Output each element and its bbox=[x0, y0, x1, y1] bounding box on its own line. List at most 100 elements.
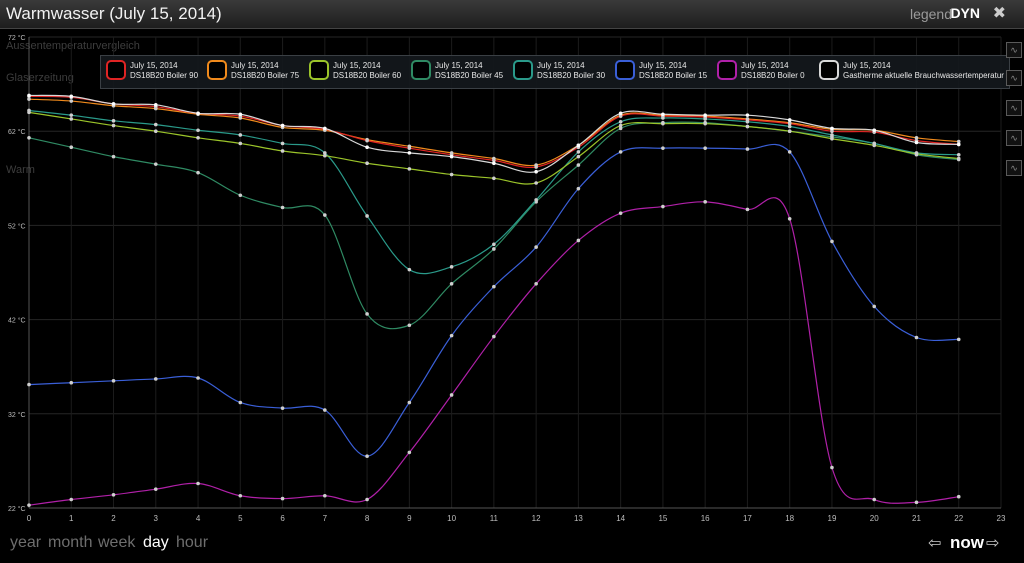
data-point[interactable] bbox=[280, 123, 285, 128]
data-point[interactable] bbox=[745, 207, 750, 212]
range-tab-day[interactable]: day bbox=[143, 534, 169, 551]
data-point[interactable] bbox=[956, 337, 961, 342]
data-point[interactable] bbox=[576, 163, 581, 167]
data-point[interactable] bbox=[238, 133, 243, 137]
data-point[interactable] bbox=[830, 133, 834, 137]
data-point[interactable] bbox=[745, 118, 750, 122]
data-point[interactable] bbox=[830, 129, 834, 133]
data-point[interactable] bbox=[956, 152, 961, 157]
data-point[interactable] bbox=[914, 335, 919, 340]
data-point[interactable] bbox=[534, 282, 538, 286]
data-point[interactable] bbox=[492, 284, 496, 289]
data-point[interactable] bbox=[914, 500, 919, 505]
data-point[interactable] bbox=[27, 97, 31, 101]
data-point[interactable] bbox=[407, 151, 412, 155]
data-point[interactable] bbox=[576, 154, 581, 159]
data-point[interactable] bbox=[111, 102, 116, 106]
data-point[interactable] bbox=[492, 158, 496, 163]
data-point[interactable] bbox=[449, 393, 454, 397]
data-point[interactable] bbox=[111, 154, 116, 159]
data-point[interactable] bbox=[576, 150, 581, 154]
data-point[interactable] bbox=[787, 217, 792, 221]
data-point[interactable] bbox=[323, 213, 327, 217]
data-point[interactable] bbox=[703, 121, 707, 126]
data-point[interactable] bbox=[534, 181, 538, 185]
data-point[interactable] bbox=[830, 239, 834, 244]
data-point[interactable] bbox=[69, 113, 74, 117]
data-point[interactable] bbox=[238, 141, 243, 146]
data-point[interactable] bbox=[576, 143, 581, 148]
data-point[interactable] bbox=[365, 161, 369, 166]
range-tab-year[interactable]: year bbox=[10, 534, 42, 551]
data-point[interactable] bbox=[449, 282, 454, 286]
data-point[interactable] bbox=[69, 117, 74, 121]
data-point[interactable] bbox=[407, 450, 412, 455]
data-point[interactable] bbox=[323, 408, 327, 412]
data-point[interactable] bbox=[872, 128, 877, 133]
data-point[interactable] bbox=[365, 312, 369, 316]
data-point[interactable] bbox=[153, 103, 158, 107]
data-point[interactable] bbox=[323, 153, 327, 158]
data-point[interactable] bbox=[153, 122, 158, 127]
data-point[interactable] bbox=[914, 152, 919, 156]
data-point[interactable] bbox=[196, 128, 200, 133]
data-point[interactable] bbox=[787, 118, 792, 122]
data-point[interactable] bbox=[280, 141, 285, 146]
data-point[interactable] bbox=[365, 138, 369, 143]
data-point[interactable] bbox=[914, 140, 919, 145]
now-button[interactable]: now bbox=[950, 533, 984, 552]
data-point[interactable] bbox=[27, 110, 31, 115]
data-point[interactable] bbox=[787, 121, 792, 126]
data-point[interactable] bbox=[69, 380, 74, 385]
data-point[interactable] bbox=[111, 119, 116, 123]
data-point[interactable] bbox=[492, 334, 496, 339]
data-point[interactable] bbox=[69, 497, 74, 502]
data-point[interactable] bbox=[534, 198, 538, 202]
data-point[interactable] bbox=[872, 143, 877, 148]
data-point[interactable] bbox=[872, 304, 877, 309]
data-point[interactable] bbox=[238, 493, 243, 498]
data-point[interactable] bbox=[27, 93, 31, 98]
data-point[interactable] bbox=[280, 496, 285, 501]
data-point[interactable] bbox=[576, 238, 581, 243]
data-point[interactable] bbox=[407, 400, 412, 405]
data-point[interactable] bbox=[703, 146, 707, 150]
data-point[interactable] bbox=[872, 497, 877, 502]
data-point[interactable] bbox=[745, 147, 750, 151]
arrow-right-icon[interactable]: ⇨ bbox=[986, 535, 1000, 552]
data-point[interactable] bbox=[618, 111, 623, 116]
chart-type-icon[interactable]: ∿ bbox=[1006, 42, 1022, 58]
data-point[interactable] bbox=[914, 135, 919, 140]
range-tab-hour[interactable]: hour bbox=[176, 534, 209, 551]
data-point[interactable] bbox=[111, 123, 116, 128]
data-point[interactable] bbox=[69, 99, 74, 103]
chart-type-icon[interactable]: ∿ bbox=[1006, 70, 1022, 86]
data-point[interactable] bbox=[449, 154, 454, 159]
data-point[interactable] bbox=[238, 400, 243, 405]
dyn-mode-button[interactable]: DYN bbox=[950, 5, 980, 21]
data-point[interactable] bbox=[492, 242, 496, 247]
data-point[interactable] bbox=[787, 124, 792, 129]
data-point[interactable] bbox=[323, 493, 327, 498]
data-point[interactable] bbox=[534, 165, 538, 169]
data-point[interactable] bbox=[830, 126, 834, 131]
data-point[interactable] bbox=[830, 136, 834, 141]
data-point[interactable] bbox=[618, 114, 623, 118]
data-point[interactable] bbox=[111, 493, 116, 497]
data-point[interactable] bbox=[27, 382, 31, 387]
data-point[interactable] bbox=[153, 377, 158, 381]
data-point[interactable] bbox=[111, 379, 116, 383]
data-point[interactable] bbox=[703, 200, 707, 204]
data-point[interactable] bbox=[27, 135, 31, 140]
data-point[interactable] bbox=[196, 376, 200, 380]
data-point[interactable] bbox=[407, 146, 412, 150]
data-point[interactable] bbox=[956, 494, 961, 499]
data-point[interactable] bbox=[153, 162, 158, 166]
data-point[interactable] bbox=[703, 113, 707, 117]
data-point[interactable] bbox=[365, 497, 369, 502]
data-point[interactable] bbox=[153, 129, 158, 133]
close-icon[interactable]: ✖ bbox=[992, 5, 1006, 22]
legend-toggle-button[interactable]: legend bbox=[909, 6, 952, 22]
data-point[interactable] bbox=[196, 170, 200, 175]
data-point[interactable] bbox=[449, 172, 454, 177]
